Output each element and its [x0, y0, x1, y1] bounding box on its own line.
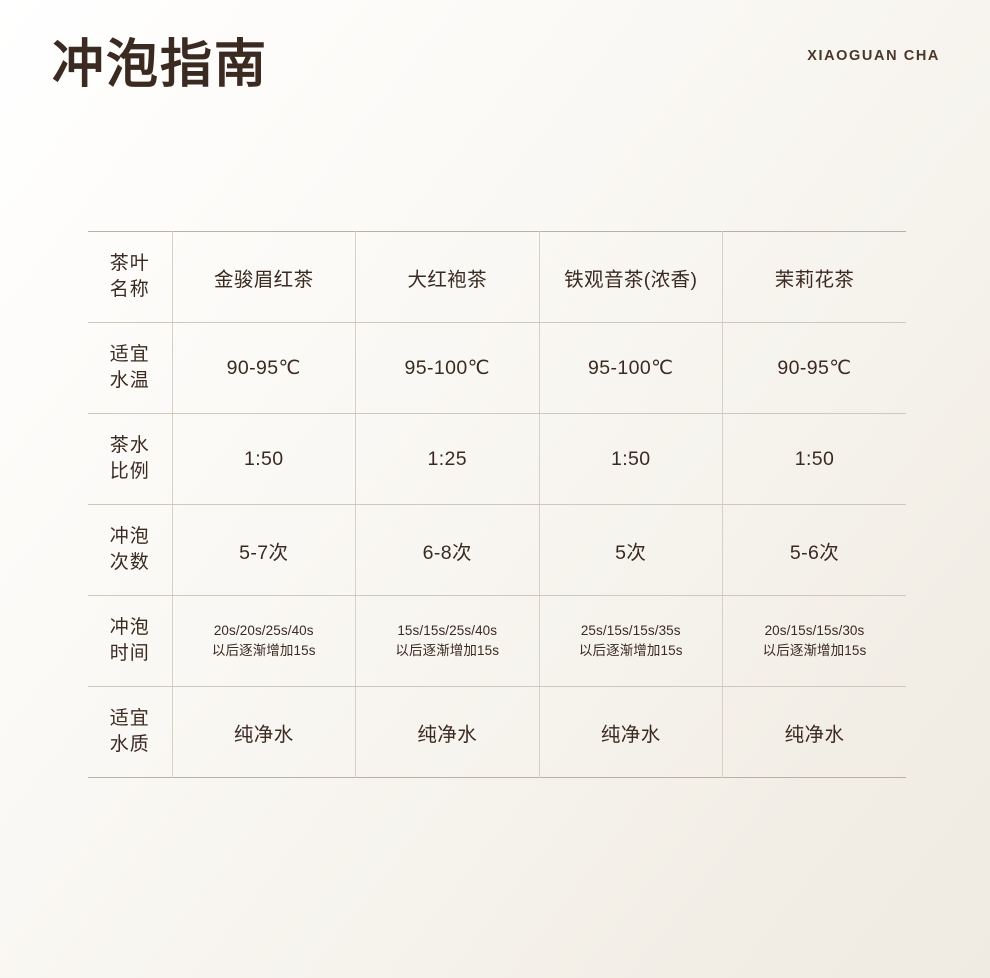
row-label-line-1: 适宜	[109, 344, 150, 366]
row-label-line-1: 茶水	[109, 435, 150, 457]
cell-brew-time-4: 20s/15s/15s/30s 以后逐渐增加15s	[722, 595, 906, 687]
cell-tea-water-ratio-1: 1:50	[172, 413, 356, 505]
brew-time-line-1: 25s/15s/15s/35s	[580, 622, 681, 638]
cell-tea-name-1: 金骏眉红茶	[172, 231, 356, 323]
table-row-brew-time: 冲泡 时间 20s/20s/25s/40s 以后逐渐增加15s 15s/15s/…	[88, 595, 906, 687]
table-row-tea-name: 茶叶 名称 金骏眉红茶 大红袍茶 铁观音茶(浓香) 茉莉花茶	[88, 231, 906, 323]
brew-time-line-2: 以后逐渐增加15s	[395, 643, 500, 658]
page-title: 冲泡指南	[52, 36, 269, 94]
brew-time-line-1: 20s/20s/25s/40s	[213, 622, 314, 638]
table-row-brew-count: 冲泡 次数 5-7次 6-8次 5次 5-6次	[88, 504, 906, 596]
cell-brew-count-4: 5-6次	[722, 504, 906, 596]
row-label-water-temperature: 适宜 水温	[88, 322, 173, 414]
cell-brew-count-2: 6-8次	[355, 504, 540, 596]
row-label-brew-count: 冲泡 次数	[88, 504, 173, 596]
cell-tea-name-2: 大红袍茶	[355, 231, 540, 323]
row-label-tea-water-ratio: 茶水 比例	[88, 413, 173, 505]
table-row-water-quality: 适宜 水质 纯净水 纯净水 纯净水 纯净水	[88, 686, 906, 778]
brew-time-line-1: 15s/15s/25s/40s	[397, 622, 498, 638]
row-label-line-1: 茶叶	[109, 253, 150, 275]
brew-time-line-2: 以后逐渐增加15s	[211, 643, 316, 658]
cell-tea-water-ratio-4: 1:50	[722, 413, 906, 505]
cell-tea-water-ratio-3: 1:50	[539, 413, 723, 505]
cell-water-quality-4: 纯净水	[784, 723, 845, 746]
cell-water-temperature-3: 95-100℃	[539, 322, 723, 414]
cell-water-temperature-4: 90-95℃	[722, 322, 906, 414]
cell-water-quality-3: 纯净水	[539, 686, 723, 778]
cell-water-temperature-2: 95-100℃	[355, 322, 540, 414]
row-label-brew-time: 冲泡 时间	[88, 595, 173, 687]
brand-logo: XIAOGUAN CHA	[807, 48, 940, 64]
row-label-line-1: 适宜	[109, 708, 150, 730]
brew-time-line-2: 以后逐渐增加15s	[762, 643, 867, 658]
cell-water-quality-1: 纯净水	[172, 686, 356, 778]
table-row-water-temperature: 适宜 水温 90-95℃ 95-100℃ 95-100℃ 90-95℃	[88, 322, 906, 414]
row-label-line-2: 次数	[109, 552, 150, 573]
brew-time-line-2: 以后逐渐增加15s	[578, 643, 683, 658]
row-label-line-2: 水温	[109, 370, 150, 391]
cell-brew-time-1: 20s/20s/25s/40s 以后逐渐增加15s	[172, 595, 356, 687]
table-row-tea-water-ratio: 茶水 比例 1:50 1:25 1:50 1:50	[88, 413, 906, 505]
brewing-table-container: 茶叶 名称 金骏眉红茶 大红袍茶 铁观音茶(浓香) 茉莉花茶 适宜 水温 90-…	[88, 231, 906, 778]
row-label-tea-name: 茶叶 名称	[88, 231, 173, 323]
cell-water-temperature-1: 90-95℃	[172, 322, 356, 414]
row-label-line-1: 冲泡	[109, 617, 150, 639]
cell-water-quality-2: 纯净水	[355, 686, 540, 778]
row-label-water-quality: 适宜 水质	[88, 686, 173, 778]
row-label-line-2: 比例	[109, 461, 150, 482]
cell-brew-time-2: 15s/15s/25s/40s 以后逐渐增加15s	[355, 595, 540, 687]
row-label-line-2: 时间	[109, 643, 150, 664]
row-label-line-2: 名称	[109, 279, 150, 300]
cell-brew-count-1: 5-7次	[172, 504, 356, 596]
brewing-parameters-table: 茶叶 名称 金骏眉红茶 大红袍茶 铁观音茶(浓香) 茉莉花茶 适宜 水温 90-…	[88, 231, 906, 778]
row-label-line-2: 水质	[109, 734, 150, 755]
row-label-line-1: 冲泡	[109, 526, 150, 548]
page-header: 冲泡指南 XIAOGUAN CHA	[0, 0, 990, 150]
cell-brew-time-3: 25s/15s/15s/35s 以后逐渐增加15s	[539, 595, 723, 687]
cell-tea-name-4: 茉莉花茶	[722, 231, 906, 323]
cell-tea-water-ratio-2: 1:25	[355, 413, 540, 505]
cell-tea-name-3: 铁观音茶(浓香)	[539, 231, 723, 323]
cell-brew-count-3: 5次	[539, 504, 723, 596]
brew-time-line-1: 20s/15s/15s/30s	[764, 622, 865, 638]
